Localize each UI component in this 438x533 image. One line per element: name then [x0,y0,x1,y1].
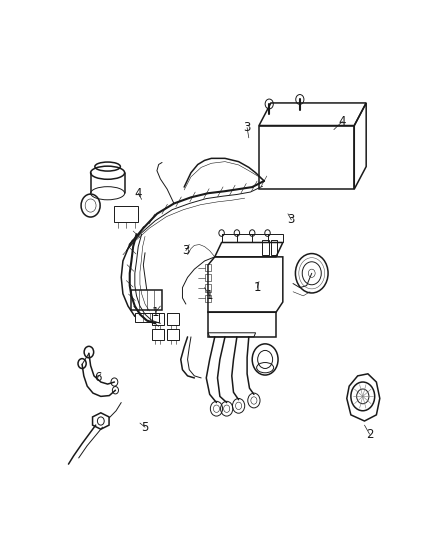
Text: 1: 1 [253,281,261,294]
Bar [204,264,210,271]
Text: 6: 6 [93,372,101,384]
Bar [262,240,268,255]
Text: 1: 1 [151,306,159,319]
Text: 2: 2 [365,427,372,441]
Bar [270,240,276,255]
Text: 3: 3 [243,121,250,134]
Text: 1: 1 [205,289,213,302]
Text: 4: 4 [134,187,141,200]
Bar [204,274,210,281]
Text: 4: 4 [338,115,345,128]
Text: 5: 5 [141,421,148,434]
Text: 3: 3 [182,244,189,257]
Bar [204,284,210,292]
Bar [204,295,210,302]
Text: 3: 3 [287,213,294,227]
